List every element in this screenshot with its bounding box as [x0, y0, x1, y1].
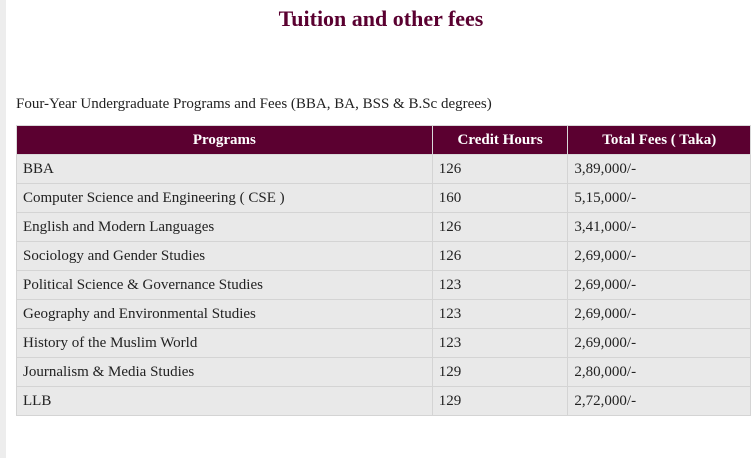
header-total-fees: Total Fees ( Taka)	[568, 126, 751, 155]
credit-hours: 123	[432, 271, 568, 300]
total-fees: 2,80,000/-	[568, 358, 751, 387]
total-fees: 2,72,000/-	[568, 387, 751, 416]
credit-hours: 129	[432, 358, 568, 387]
total-fees: 5,15,000/-	[568, 184, 751, 213]
program-name: History of the Muslim World	[17, 329, 433, 358]
table-row: English and Modern Languages 126 3,41,00…	[17, 213, 751, 242]
header-programs: Programs	[17, 126, 433, 155]
program-name: Political Science & Governance Studies	[17, 271, 433, 300]
credit-hours: 160	[432, 184, 568, 213]
table-row: Computer Science and Engineering ( CSE )…	[17, 184, 751, 213]
table-row: History of the Muslim World 123 2,69,000…	[17, 329, 751, 358]
credit-hours: 126	[432, 213, 568, 242]
table-row: BBA 126 3,89,000/-	[17, 155, 751, 184]
program-name: Computer Science and Engineering ( CSE )	[17, 184, 433, 213]
credit-hours: 123	[432, 300, 568, 329]
total-fees: 2,69,000/-	[568, 242, 751, 271]
total-fees: 2,69,000/-	[568, 271, 751, 300]
table-row: Geography and Environmental Studies 123 …	[17, 300, 751, 329]
program-name: Geography and Environmental Studies	[17, 300, 433, 329]
program-name: Journalism & Media Studies	[17, 358, 433, 387]
total-fees: 3,41,000/-	[568, 213, 751, 242]
total-fees: 3,89,000/-	[568, 155, 751, 184]
page-title: Tuition and other fees	[0, 6, 756, 32]
program-name: Sociology and Gender Studies	[17, 242, 433, 271]
total-fees: 2,69,000/-	[568, 329, 751, 358]
table-row: LLB 129 2,72,000/-	[17, 387, 751, 416]
table-row: Political Science & Governance Studies 1…	[17, 271, 751, 300]
table-row: Sociology and Gender Studies 126 2,69,00…	[17, 242, 751, 271]
program-name: English and Modern Languages	[17, 213, 433, 242]
credit-hours: 123	[432, 329, 568, 358]
program-name: BBA	[17, 155, 433, 184]
fees-table: Programs Credit Hours Total Fees ( Taka)…	[16, 125, 751, 416]
header-credit-hours: Credit Hours	[432, 126, 568, 155]
program-name: LLB	[17, 387, 433, 416]
left-scroll-edge	[0, 0, 6, 458]
table-row: Journalism & Media Studies 129 2,80,000/…	[17, 358, 751, 387]
total-fees: 2,69,000/-	[568, 300, 751, 329]
credit-hours: 129	[432, 387, 568, 416]
credit-hours: 126	[432, 155, 568, 184]
credit-hours: 126	[432, 242, 568, 271]
table-caption: Four-Year Undergraduate Programs and Fee…	[16, 96, 492, 113]
table-header-row: Programs Credit Hours Total Fees ( Taka)	[17, 126, 751, 155]
